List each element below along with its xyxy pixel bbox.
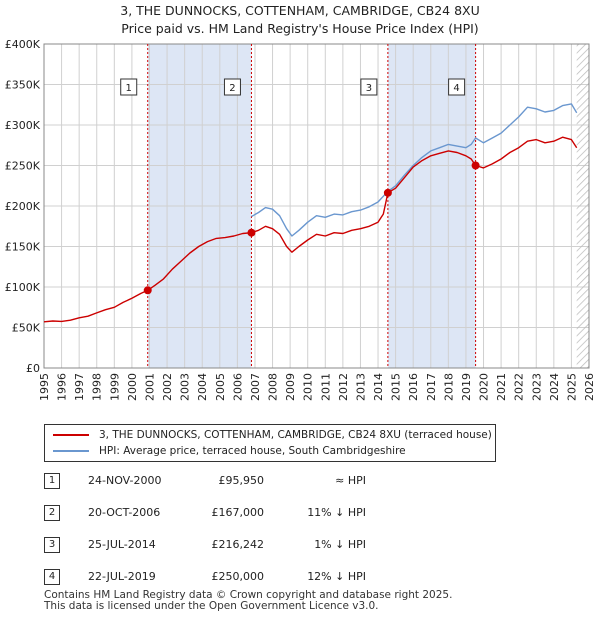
sale-date: 22-JUL-2019 (88, 570, 156, 583)
footer-copyright: Contains HM Land Registry data © Crown c… (44, 589, 453, 601)
y-tick-label: £100K (5, 281, 41, 294)
sale-number-badge: 3 (44, 537, 60, 553)
sale-row: 4 22-JUL-2019 £250,000 12% ↓ HPI (44, 568, 464, 586)
chart-legend: 3, THE DUNNOCKS, COTTENHAM, CAMBRIDGE, C… (44, 424, 496, 462)
x-tick-label: 2025 (565, 373, 578, 401)
sale-marker-label: 4 (453, 83, 459, 94)
sale-hpi-comparison: 12% ↓ HPI (307, 570, 366, 583)
x-tick-label: 2016 (407, 373, 420, 401)
sale-point (247, 228, 256, 237)
x-tick-label: 2022 (513, 373, 526, 401)
x-tick-label: 2004 (196, 373, 209, 401)
x-tick-label: 2000 (126, 373, 139, 401)
x-tick-label: 2002 (161, 373, 174, 401)
sale-point (143, 286, 152, 295)
legend-item-hpi: HPI: Average price, terraced house, Sout… (53, 443, 406, 459)
x-tick-label: 2024 (548, 373, 561, 401)
x-tick-label: 2011 (319, 373, 332, 401)
x-tick-label: 2026 (583, 373, 596, 401)
sale-marker-label: 1 (126, 83, 132, 94)
plot-border (43, 43, 590, 369)
sale-row: 2 20-OCT-2006 £167,000 11% ↓ HPI (44, 504, 464, 522)
sale-hpi-comparison: 11% ↓ HPI (307, 506, 366, 519)
y-tick-label: £50K (12, 322, 41, 335)
sale-marker-label: 2 (229, 83, 235, 94)
sale-hpi-comparison: ≈ HPI (335, 474, 366, 487)
x-tick-label: 2014 (372, 373, 385, 401)
y-tick-label: £350K (5, 79, 41, 92)
y-tick-label: £0 (26, 362, 40, 375)
sale-date: 24-NOV-2000 (88, 474, 162, 487)
x-tick-label: 2008 (267, 373, 280, 401)
y-tick-label: £200K (5, 200, 41, 213)
y-tick-label: £400K (5, 38, 41, 51)
sale-date: 20-OCT-2006 (88, 506, 161, 519)
sale-marker-box (223, 78, 241, 96)
x-tick-label: 2003 (179, 373, 192, 401)
x-tick-label: 2019 (460, 373, 473, 401)
x-tick-label: 2009 (284, 373, 297, 401)
chart-title: 3, THE DUNNOCKS, COTTENHAM, CAMBRIDGE, C… (120, 3, 480, 18)
chart-title-block: 3, THE DUNNOCKS, COTTENHAM, CAMBRIDGE, C… (0, 2, 600, 38)
sale-number-badge: 4 (44, 569, 60, 585)
sale-price: £167,000 (211, 506, 265, 519)
sale-row: 1 24-NOV-2000 £95,950 ≈ HPI (44, 472, 464, 490)
footer: Contains HM Land Registry data © Crown c… (44, 590, 452, 612)
sale-price: £216,242 (211, 538, 265, 551)
sale-marker-box (448, 78, 466, 96)
sale-marker-label: 3 (366, 83, 372, 94)
x-tick-label: 2007 (249, 373, 262, 401)
x-tick-label: 2021 (495, 373, 508, 401)
sale-price: £95,950 (218, 474, 265, 487)
sale-number-badge: 1 (44, 473, 60, 489)
sale-hpi-comparison: 1% ↓ HPI (314, 538, 366, 551)
price-chart: 1 2 3 4 £0 £50K £100K £150K £200K £250K £300K £350K… (5, 38, 596, 401)
x-tick-label: 2005 (214, 373, 227, 401)
sale-date: 25-JUL-2014 (88, 538, 156, 551)
y-tick-label: £150K (5, 241, 41, 254)
x-tick-label: 2001 (143, 373, 156, 401)
x-tick-label: 2023 (530, 373, 543, 401)
x-tick-label: 2013 (354, 373, 367, 401)
legend-label-property: 3, THE DUNNOCKS, COTTENHAM, CAMBRIDGE, C… (99, 429, 492, 441)
y-tick-label: £300K (5, 119, 41, 132)
x-tick-label: 1999 (108, 373, 121, 401)
x-tick-label: 2018 (442, 373, 455, 401)
x-tick-label: 2012 (337, 373, 350, 401)
forecast-hatch (576, 44, 589, 368)
sale-row: 3 25-JUL-2014 £216,242 1% ↓ HPI (44, 536, 464, 554)
x-tick-label: 2017 (425, 373, 438, 401)
sale-number-badge: 2 (44, 505, 60, 521)
x-tick-label: 1997 (73, 373, 86, 401)
sale-marker-box (120, 78, 138, 96)
sale-price: £250,000 (211, 570, 265, 583)
x-tick-label: 2015 (390, 373, 403, 401)
legend-label-hpi: HPI: Average price, terraced house, Sout… (99, 445, 406, 457)
sale-point (383, 188, 392, 197)
sale-point (471, 161, 480, 170)
x-tick-label: 2006 (231, 373, 244, 401)
x-tick-label: 1996 (56, 373, 69, 401)
sale-marker-box (360, 78, 378, 96)
legend-line-property (53, 434, 89, 436)
chart-subtitle: Price paid vs. HM Land Registry's House … (121, 21, 479, 36)
x-tick-label: 1995 (38, 373, 51, 401)
legend-item-property: 3, THE DUNNOCKS, COTTENHAM, CAMBRIDGE, C… (53, 427, 492, 443)
x-tick-label: 2010 (302, 373, 315, 401)
legend-line-hpi (53, 450, 89, 452)
x-tick-label: 1998 (91, 373, 104, 401)
property-price-line (43, 136, 578, 323)
footer-licence: This data is licensed under the Open Gov… (44, 600, 379, 612)
y-tick-label: £250K (5, 160, 41, 173)
hpi-line (251, 103, 578, 237)
x-tick-label: 2020 (478, 373, 491, 401)
